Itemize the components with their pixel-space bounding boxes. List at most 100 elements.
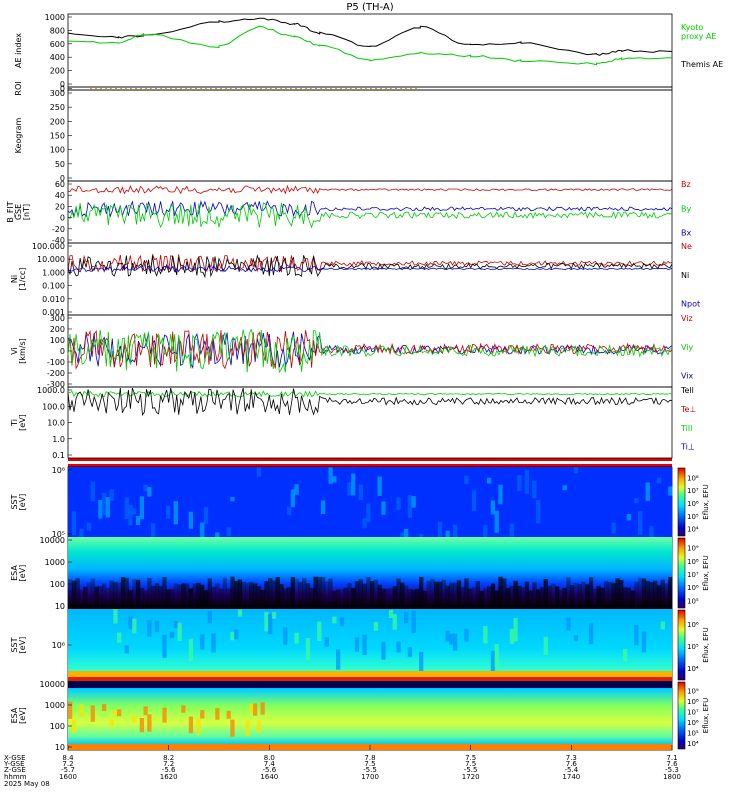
sst2-texture [188,638,194,661]
sst2-texture [162,634,167,658]
esa1-texture [305,583,311,609]
legend-entry: Viy [681,343,694,352]
esa2-texture [90,705,95,722]
ytick-label: 100 [50,722,65,731]
esa2-texture [117,709,122,717]
vi-ylabel: Vi [10,347,19,355]
sst1-texture [203,506,209,525]
esa1-texture [264,581,269,609]
sst2-texture [445,630,450,642]
esa2-texture [252,703,258,716]
esa1-texture [441,579,446,609]
ytick-label: 100 [50,336,65,345]
esa1-texture [290,577,295,609]
sst1-texture [573,467,579,474]
sst2-texture [453,633,458,651]
ytick-label: 150 [50,132,65,141]
sst2-texture [634,625,639,646]
esa1-texture [453,582,458,609]
sst1-texture [437,521,443,537]
xtick-label: 1700 [361,773,379,781]
ae-ylabel: AE index [14,33,23,68]
colorbar-tick: 10⁶ [687,500,699,508]
esa2-band [68,681,672,688]
esa1-texture [268,578,273,609]
ytick-label: 1.000 [42,268,65,277]
esa1-texture [271,580,277,609]
sst1-texture [286,506,292,516]
esa1-texture [109,580,114,609]
colorbar-tick: 10⁸ [687,474,699,482]
esa2-colorbar [677,681,686,750]
esa1-texture [588,577,594,609]
esa1-texture [196,582,201,609]
esa1-texture [577,584,582,609]
ytick-label: 10000 [40,536,65,545]
esa1-texture [286,587,292,609]
esa1-texture [313,576,318,609]
sst2-texture [392,614,397,630]
esa1-texture [222,577,228,609]
sst1-texture [498,484,503,505]
sst1-texture [105,497,111,518]
esa1-texture [173,583,178,609]
esa1-texture [328,578,333,609]
esa1-texture [487,586,492,609]
esa1-texture [415,588,420,609]
xtick-label: 1720 [462,773,480,781]
colorbar-tick: 10⁶ [687,584,699,592]
colorbar-tick: 10⁶ [687,719,699,727]
esa1-texture [256,586,262,609]
esa1-texture [169,589,175,609]
esa1-texture [219,588,224,609]
sst1-texture [98,499,103,519]
sst2-texture [660,621,665,630]
sst2-band [68,671,672,677]
esa1-texture [158,585,163,609]
chart-title: P5 (TH-A) [346,2,393,13]
xtick-label: 7.8 [364,754,375,762]
sst1-texture [332,476,337,483]
esa1-texture [641,578,647,609]
sst1-texture [166,505,171,519]
esa1-texture [309,587,314,609]
sst1-texture [419,533,424,537]
sst1-texture [151,523,156,537]
sst2-texture [396,641,401,653]
b-ylabel: [nT] [22,204,31,220]
keogram-ylabel: Keogram [14,117,23,153]
sst2-ylabel: [eV] [18,637,27,654]
colorbar-tick: 10⁶ [687,621,699,629]
sst2-texture [407,647,413,658]
esa1-texture [668,576,673,609]
esa1-texture [71,580,77,609]
sst2-ylabel: SST [10,637,19,652]
sst2-texture [294,632,299,644]
sst1-texture [173,501,178,525]
sst1-texture [101,492,107,516]
viy-line [67,328,673,374]
sst1-texture [147,487,152,497]
xtick-label: -5.6 [262,766,276,774]
sst1-texture [86,522,92,531]
sst2-texture [362,634,367,656]
esa1-texture [230,576,235,609]
esa1-texture [132,579,137,609]
sst2-texture [124,645,129,654]
sst2-texture [177,622,182,642]
esa1-texture [407,589,413,609]
sst2-texture [283,627,288,645]
esa2-texture [139,718,144,733]
esa1-texture [83,586,88,609]
sst2-texture [449,633,454,645]
esa1-texture [558,589,564,609]
ytick-label: 0 [60,80,65,89]
sst2-texture [268,613,273,635]
ne-line [67,254,673,274]
esa1-texture [505,587,511,609]
sst1-texture [256,467,262,477]
ytick-label: 600 [50,40,65,49]
esa1-texture [392,586,397,609]
esa1-texture [249,582,254,609]
